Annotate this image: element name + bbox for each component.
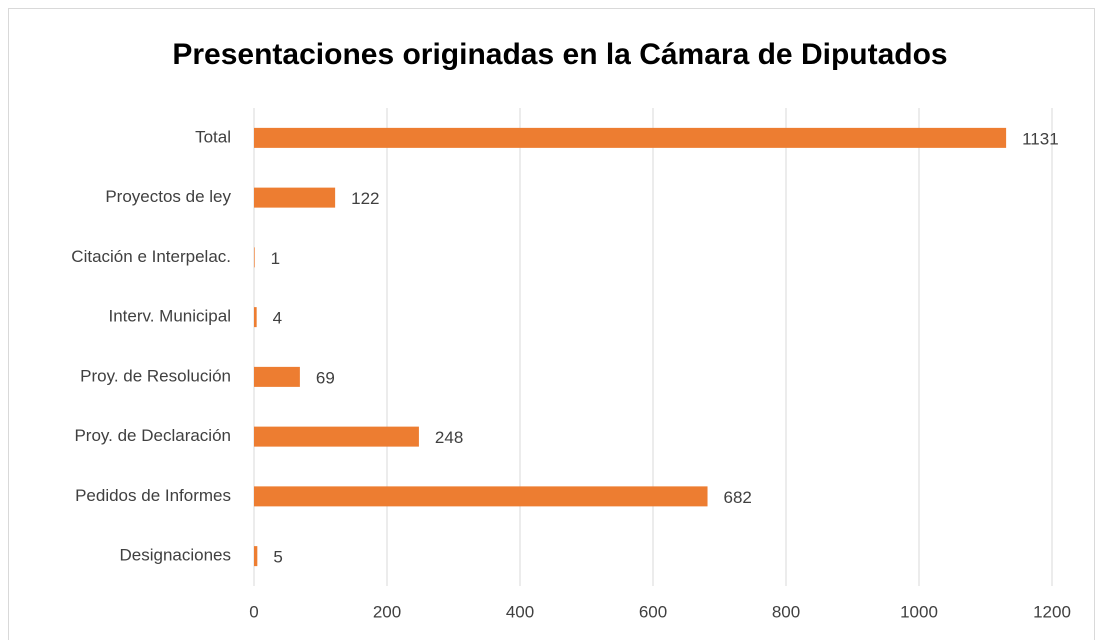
x-tick-label: 1000 xyxy=(900,602,938,621)
bar xyxy=(254,426,419,447)
y-tick-label: Proy. de Declaración xyxy=(74,426,231,445)
data-label: 682 xyxy=(724,488,752,507)
x-tick-label: 0 xyxy=(249,602,258,621)
data-label: 1 xyxy=(271,249,280,268)
y-tick-label: Proyectos de ley xyxy=(105,187,231,206)
y-tick-label: Designaciones xyxy=(119,546,231,565)
y-tick-label: Interv. Municipal xyxy=(108,307,231,326)
x-tick-label: 400 xyxy=(506,602,534,621)
data-label: 248 xyxy=(435,428,463,447)
y-tick-label: Proy. de Resolución xyxy=(80,366,231,385)
y-tick-label: Pedidos de Informes xyxy=(75,486,231,505)
data-label: 122 xyxy=(351,189,379,208)
data-label: 1131 xyxy=(1022,129,1059,148)
x-tick-label: 200 xyxy=(373,602,401,621)
bar xyxy=(254,486,708,507)
bar xyxy=(254,247,255,268)
bar xyxy=(254,187,336,208)
y-tick-label: Citación e Interpelac. xyxy=(71,247,231,266)
bar xyxy=(254,366,300,387)
chart-frame xyxy=(8,8,1095,640)
bar xyxy=(254,546,258,567)
x-tick-label: 1200 xyxy=(1033,602,1071,621)
data-label: 5 xyxy=(273,548,282,567)
chart-title: Presentaciones originadas en la Cámara d… xyxy=(172,38,947,71)
x-tick-label: 800 xyxy=(772,602,800,621)
bar xyxy=(254,127,1007,148)
data-label: 69 xyxy=(316,368,335,387)
x-tick-label: 600 xyxy=(639,602,667,621)
data-label: 4 xyxy=(273,309,282,328)
bar xyxy=(254,307,257,328)
y-tick-label: Total xyxy=(195,127,231,146)
